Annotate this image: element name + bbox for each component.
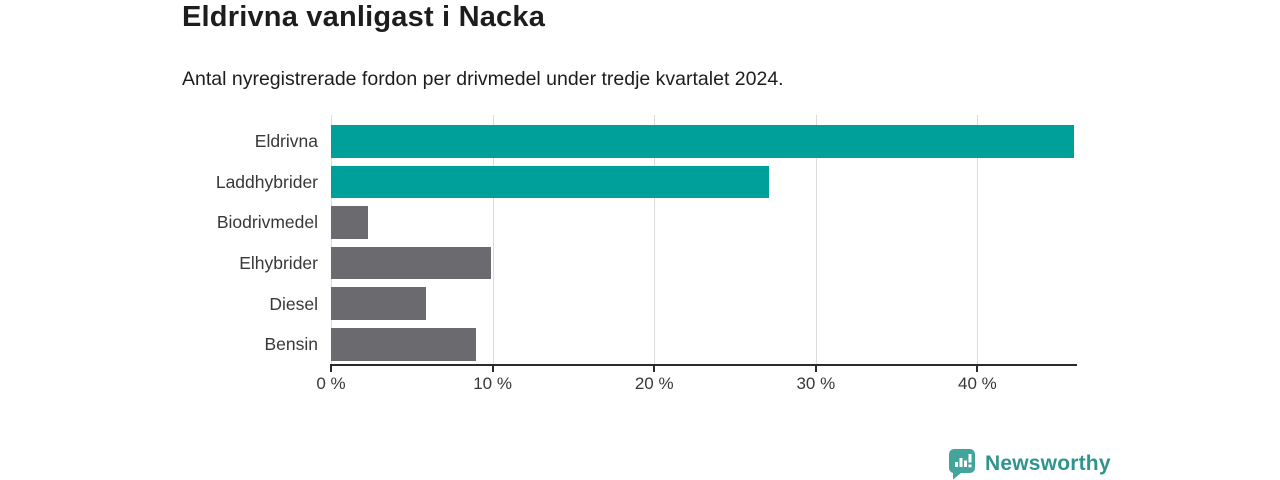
bar-biodrivmedel (331, 206, 369, 239)
chart-subtitle: Antal nyregistrerade fordon per drivmede… (182, 68, 784, 90)
bar-diesel (331, 287, 427, 320)
gridline-40 (977, 115, 979, 365)
x-axis-tick-30 (814, 366, 817, 372)
x-axis-tick-label: 20 % (634, 374, 674, 393)
category-label: Diesel (269, 293, 318, 314)
x-axis-tick-label: 10 % (473, 374, 512, 393)
category-label: Eldrivna (254, 131, 318, 152)
category-label: Biodrivmedel (216, 212, 318, 233)
x-axis-tick-0 (330, 366, 332, 372)
x-axis-tick-20 (653, 366, 656, 372)
newsworthy-wordmark: Newsworthy (985, 452, 1111, 475)
category-label: Bensin (264, 334, 318, 355)
x-axis-tick-label: 30 % (796, 374, 836, 393)
x-axis-tick-label: 0 % (316, 374, 346, 393)
x-axis-tick-10 (491, 366, 494, 372)
category-label: Laddhybrider (215, 171, 318, 192)
chart-title: Eldrivna vanligast i Nacka (182, 1, 546, 33)
bar-elhybrider (331, 246, 491, 280)
newsworthy-logo: Newsworthy (948, 448, 1111, 480)
x-axis-tick-40 (976, 366, 979, 372)
gridline-10 (492, 115, 494, 365)
bar-laddhybrider (331, 165, 769, 199)
gridline-0 (331, 115, 332, 365)
bar-bensin (331, 328, 477, 361)
gridline-20 (654, 115, 656, 365)
gridline-30 (815, 115, 817, 365)
category-label: Elhybrider (239, 253, 318, 274)
newsworthy-bubble-chart-icon (949, 449, 975, 480)
bar-eldrivna (331, 125, 1075, 158)
x-axis-line (330, 364, 1077, 366)
x-axis-tick-label: 40 % (958, 374, 997, 393)
